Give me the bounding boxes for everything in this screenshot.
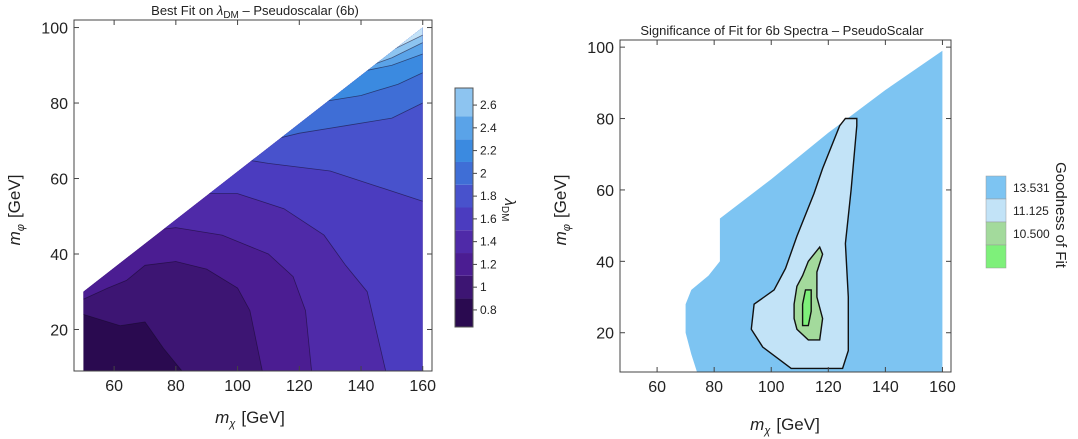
y-tick-label: 60 — [50, 172, 68, 189]
legend-swatch — [985, 175, 1007, 200]
x-axis: 60 80 100 120 140 160 — [648, 40, 956, 396]
y-axis-label: mφ[GeV] — [551, 175, 573, 246]
x-tick-label: 100 — [224, 378, 251, 395]
plot-frame — [619, 39, 952, 373]
colorbar-ticks: 0.8 1 1.2 1.4 1.6 1.8 2 2.2 2.4 2.6 — [473, 98, 497, 317]
colorbar-tick-label: 2.6 — [480, 98, 497, 112]
legend-title: Goodness of Fit — [1052, 162, 1069, 269]
colorbar-swatch — [455, 207, 473, 231]
region-core — [801, 289, 812, 327]
legend-label: 10.500 — [1013, 227, 1050, 241]
colorbar-tick-label: 1.8 — [480, 189, 497, 203]
colorbar-frame — [454, 87, 474, 328]
y-axis: 20 40 60 80 100 — [587, 40, 951, 343]
y-tick-label: 100 — [41, 21, 68, 38]
x-tick-label: 120 — [286, 378, 313, 395]
x-axis: 60 80 100 120 140 160 — [105, 20, 436, 395]
colorbar-label: λDM — [499, 198, 518, 222]
x-tick-label: 160 — [929, 379, 956, 396]
colorbar-tick-label: 1.2 — [480, 257, 497, 271]
legend-swatch — [985, 198, 1007, 223]
x-tick-label: 60 — [648, 379, 666, 396]
x-tick-label: 60 — [105, 378, 123, 395]
contour-line — [391, 34, 423, 51]
colorbar-tick-label: 1.6 — [480, 212, 497, 226]
chart-significance: Significance of Fit for 6b Spectra – Pse… — [551, 23, 1069, 437]
x-tick-label: 140 — [872, 379, 899, 396]
contour-line — [222, 155, 423, 202]
legend-swatch — [985, 244, 1007, 269]
plot-area — [685, 50, 943, 372]
colorbar-swatch — [455, 88, 473, 117]
x-tick-label: 120 — [815, 379, 842, 396]
colorbar-tick-label: 2.4 — [480, 121, 497, 135]
chart-best-fit: Best Fit on λDM – Pseudoscalar (6b) 60 80… — [5, 3, 518, 430]
colorbar-swatch — [455, 298, 473, 327]
colorbar-swatch — [455, 184, 473, 208]
legend-label: 13.531 — [1013, 181, 1050, 195]
y-tick-label: 80 — [50, 96, 68, 113]
colorbar-swatch — [455, 161, 473, 185]
colorbar-swatch — [455, 139, 473, 162]
y-tick-label: 60 — [596, 183, 614, 200]
colorbar-tick-label: 2.2 — [480, 144, 497, 158]
x-tick-label: 80 — [705, 379, 723, 396]
y-tick-label: 20 — [50, 322, 68, 339]
legend-swatch — [985, 221, 1007, 246]
y-tick-label: 40 — [596, 254, 614, 271]
contour-line — [83, 314, 183, 371]
colorbar-tick-label: 1 — [480, 280, 487, 294]
contour-line — [252, 102, 423, 145]
colorbar-tick-label: 0.8 — [480, 303, 497, 317]
y-tick-label: 40 — [50, 247, 68, 264]
colorbar-swatch — [455, 253, 473, 276]
chart-title: Significance of Fit for 6b Spectra – Pse… — [640, 23, 924, 38]
colorbar-swatch — [455, 275, 473, 299]
x-axis-label: mχ [GeV] — [750, 415, 820, 437]
x-axis-label: mχ [GeV] — [215, 408, 285, 430]
y-tick-label: 80 — [596, 112, 614, 129]
colorbar-swatch — [455, 230, 473, 254]
plot-frame — [73, 19, 433, 372]
x-tick-label: 80 — [167, 378, 185, 395]
contour-bands — [83, 27, 423, 371]
x-tick-label: 140 — [348, 378, 375, 395]
y-axis-label: mφ[GeV] — [5, 175, 27, 246]
colorbar-tick-label: 1.4 — [480, 235, 497, 249]
region-middle — [750, 117, 858, 370]
contour-line — [83, 261, 263, 371]
colorbar — [454, 87, 474, 328]
colorbar-tick-label: 2 — [480, 166, 487, 180]
chart-title: Best Fit on λDM – Pseudoscalar (6b) — [151, 3, 359, 21]
y-tick-label: 20 — [596, 326, 614, 343]
legend: 13.531 11.125 10.500 — [985, 175, 1050, 269]
colorbar-swatch — [455, 116, 473, 140]
x-tick-label: 100 — [758, 379, 785, 396]
y-axis: 20 40 60 80 100 — [41, 21, 432, 339]
legend-label: 11.125 — [1013, 204, 1049, 218]
x-tick-label: 160 — [409, 378, 436, 395]
plot-area — [83, 27, 423, 371]
y-tick-label: 100 — [587, 40, 614, 57]
